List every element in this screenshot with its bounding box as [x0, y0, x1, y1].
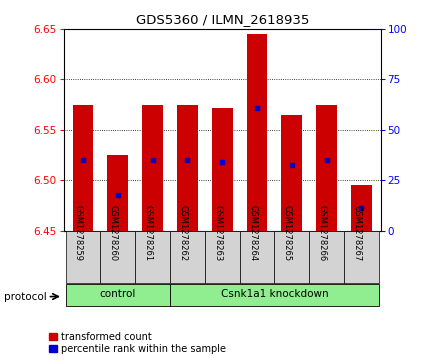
- Legend: transformed count, percentile rank within the sample: transformed count, percentile rank withi…: [49, 331, 226, 354]
- Text: GSM1278266: GSM1278266: [318, 205, 326, 261]
- Bar: [100, 231, 135, 283]
- Text: GSM1278260: GSM1278260: [109, 205, 118, 261]
- Bar: [177, 105, 198, 231]
- Bar: [170, 231, 205, 283]
- Bar: [309, 231, 344, 283]
- Bar: [73, 105, 93, 231]
- Text: GSM1278259: GSM1278259: [74, 205, 83, 261]
- Text: protocol: protocol: [4, 291, 47, 302]
- Text: GSM1278261: GSM1278261: [143, 205, 153, 261]
- Text: GSM1278262: GSM1278262: [178, 205, 187, 261]
- Bar: [275, 231, 309, 283]
- Bar: [212, 107, 233, 231]
- Text: GSM1278267: GSM1278267: [352, 205, 361, 261]
- Bar: [205, 231, 240, 283]
- Bar: [135, 231, 170, 283]
- Text: control: control: [99, 289, 136, 299]
- Bar: [316, 105, 337, 231]
- Bar: [240, 231, 275, 283]
- Bar: [107, 155, 128, 231]
- Bar: [351, 185, 372, 231]
- Text: GDS5360 / ILMN_2618935: GDS5360 / ILMN_2618935: [136, 13, 309, 26]
- Text: GSM1278265: GSM1278265: [283, 205, 292, 261]
- Bar: [142, 105, 163, 231]
- Text: GSM1278263: GSM1278263: [213, 205, 222, 261]
- Bar: [66, 231, 100, 283]
- Bar: [246, 34, 268, 231]
- Bar: [170, 284, 379, 306]
- Bar: [344, 231, 379, 283]
- Bar: [66, 284, 170, 306]
- Bar: [282, 115, 302, 231]
- Text: Csnk1a1 knockdown: Csnk1a1 knockdown: [220, 289, 328, 299]
- Text: GSM1278264: GSM1278264: [248, 205, 257, 261]
